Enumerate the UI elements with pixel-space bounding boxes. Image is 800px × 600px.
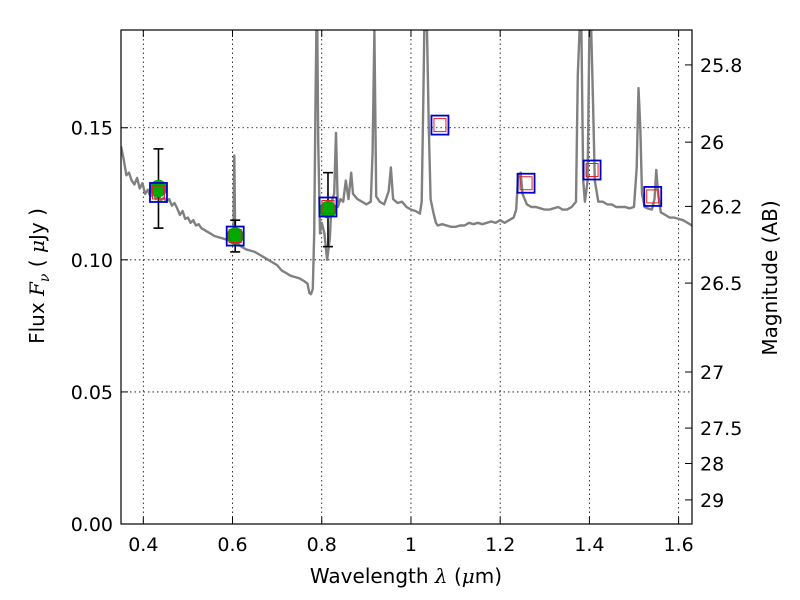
ticks [121,30,692,525]
x-tick-label: 1 [405,534,417,556]
grid [121,30,692,525]
model-point-box [318,196,338,218]
x-tick-label: 1.6 [664,534,694,556]
y-tick-label: 0.05 [71,382,113,404]
y-tick-label: 0.10 [71,250,113,272]
model-point-inner [519,176,533,191]
y2-tick-label: 27.5 [700,418,742,440]
model-points [149,114,663,247]
model-point-inner [646,189,660,204]
y2-axis-label: Magnitude (AB) [758,200,782,355]
x-tick-label: 1.2 [485,534,515,556]
y2-tick-label: 26 [700,132,724,154]
y-axis-label: Flux Fν ( μJy ) [25,208,53,344]
tick-labels: 0.4 0.6 0.8 1 1.2 1.4 1.6 0.00 0.05 0.10 0.15 25.8 2… [71,55,743,556]
model-point-box [643,186,663,207]
y2-tick-label: 26.5 [700,273,742,295]
y2-tick-label: 25.8 [700,55,742,77]
model-point-box [516,172,536,194]
y2-tick-label: 29 [700,490,724,512]
x-tick-label: 0.6 [217,534,247,556]
model-point-box [225,225,245,247]
model-point-inner [228,229,242,244]
y-tick-label: 0.15 [71,118,113,140]
model-point-box [149,182,168,203]
x-tick-label: 1.4 [574,534,604,556]
x-tick-label: 0.8 [307,534,337,556]
model-point-inner [433,118,447,133]
y2-tick-label: 26.2 [700,196,742,218]
plot-frame [120,29,693,525]
model-point-inner [585,163,599,178]
model-spectrum-line [121,30,692,296]
x-tick-label: 0.4 [128,534,158,556]
y2-tick-label: 27 [700,362,724,384]
y2-tick-label: 28 [700,453,724,475]
model-point-inner [321,199,335,214]
model-point-box [430,114,450,136]
model-point-inner [151,185,165,200]
model-point-box [582,159,602,181]
y-tick-label: 0.00 [71,514,113,536]
model-spectrum [121,30,692,296]
x-axis-label: Wavelength λ (μm) [310,564,502,588]
